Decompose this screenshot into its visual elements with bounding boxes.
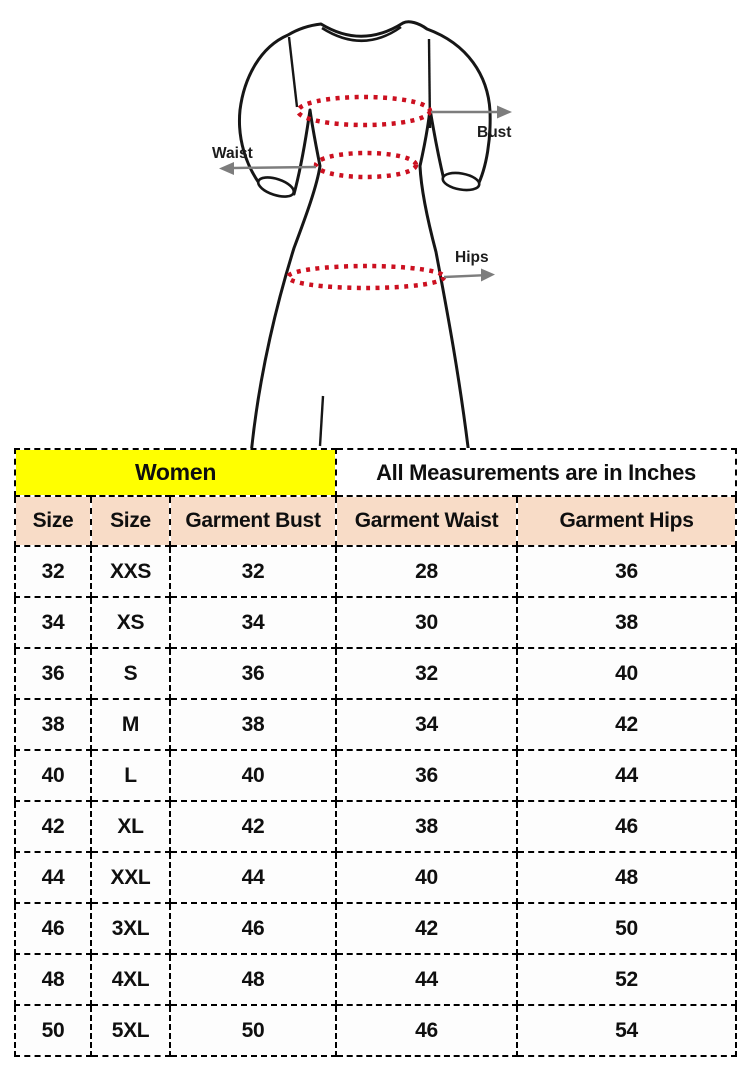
waist-arrow: [219, 162, 317, 175]
table-cell: 32: [335, 647, 519, 700]
table-cell: 42: [168, 800, 338, 853]
skirt-slit-line: [318, 395, 325, 447]
table-row: 44 XXL 44 40 48: [14, 851, 738, 904]
table-cell: 44: [335, 953, 519, 1006]
table-cell: 34: [168, 596, 338, 649]
table-cell: 38: [168, 698, 338, 751]
column-header-size-letter: Size: [90, 495, 171, 547]
table-cell: 48: [14, 953, 92, 1006]
column-header-garment-waist: Garment Waist: [335, 495, 519, 547]
column-header-garment-bust: Garment Bust: [168, 495, 338, 547]
dress-outline: [237, 20, 492, 448]
neckline-inner-line: [321, 25, 402, 43]
left-cuff: [256, 176, 296, 198]
table-cell: XXS: [90, 545, 171, 598]
table-row: 48 4XL 48 44 52: [14, 953, 738, 1006]
table-cell: 40: [335, 851, 519, 904]
table-row: 34 XS 34 30 38: [14, 596, 738, 649]
waist-label: Waist: [212, 145, 253, 162]
table-cell: S: [90, 647, 171, 700]
hips-arrow: [443, 268, 495, 282]
table-cell: 40: [516, 647, 738, 700]
table-cell: 50: [516, 902, 738, 955]
size-chart-table: Women All Measurements are in Inches Siz…: [13, 448, 738, 1057]
table-cell: 46: [168, 902, 338, 955]
table-cell: 40: [168, 749, 338, 802]
table-cell: L: [90, 749, 171, 802]
table-cell: 34: [335, 698, 519, 751]
table-row: 40 L 40 36 44: [14, 749, 738, 802]
table-cell: 36: [14, 647, 92, 700]
table-cell: 42: [516, 698, 738, 751]
right-cuff: [441, 171, 481, 192]
table-cell: 38: [516, 596, 738, 649]
table-row: 38 M 38 34 42: [14, 698, 738, 751]
table-cell: 46: [335, 1004, 519, 1057]
table-cell: 44: [516, 749, 738, 802]
table-cell: 32: [168, 545, 338, 598]
women-header-cell: Women: [13, 448, 338, 497]
units-header-cell: All Measurements are in Inches: [335, 448, 738, 497]
table-cell: 44: [168, 851, 338, 904]
size-table-body: 32 XXS 32 28 36 34 XS 34 30 38 36 S 36 32 40 38 M 38 34 42 4…: [14, 545, 738, 1057]
table-row: 50 5XL 50 46 54: [14, 1004, 738, 1057]
dress-measurement-diagram: Bust Waist Hips: [212, 20, 512, 448]
group-header-row: Women All Measurements are in Inches: [13, 448, 738, 497]
table-cell: 36: [516, 545, 738, 598]
table-cell: 38: [14, 698, 92, 751]
table-cell: 40: [14, 749, 92, 802]
column-header-garment-hips: Garment Hips: [516, 495, 738, 547]
table-cell: XS: [90, 596, 171, 649]
left-sleeve-seam: [287, 36, 299, 108]
table-cell: 48: [168, 953, 338, 1006]
waist-measure-ellipse: [313, 150, 419, 180]
table-cell: 52: [516, 953, 738, 1006]
table-row: 32 XXS 32 28 36: [14, 545, 738, 598]
table-cell: 38: [335, 800, 519, 853]
table-cell: XL: [90, 800, 171, 853]
table-cell: 36: [335, 749, 519, 802]
table-cell: 44: [14, 851, 92, 904]
column-header-size-number: Size: [14, 495, 92, 547]
table-cell: 54: [516, 1004, 738, 1057]
table-cell: 50: [168, 1004, 338, 1057]
table-cell: 42: [14, 800, 92, 853]
hips-label: Hips: [455, 249, 489, 266]
table-cell: 28: [335, 545, 519, 598]
table-cell: 5XL: [90, 1004, 171, 1057]
bust-measure-ellipse: [295, 94, 433, 128]
table-row: 36 S 36 32 40: [14, 647, 738, 700]
table-row: 42 XL 42 38 46: [14, 800, 738, 853]
table-cell: 34: [14, 596, 92, 649]
table-row: 46 3XL 46 42 50: [14, 902, 738, 955]
table-cell: 30: [335, 596, 519, 649]
table-cell: XXL: [90, 851, 171, 904]
table-cell: 46: [14, 902, 92, 955]
table-cell: 3XL: [90, 902, 171, 955]
table-cell: 36: [168, 647, 338, 700]
table-cell: M: [90, 698, 171, 751]
table-cell: 32: [14, 545, 92, 598]
bust-label: Bust: [477, 124, 511, 141]
table-cell: 42: [335, 902, 519, 955]
table-cell: 50: [14, 1004, 92, 1057]
table-cell: 4XL: [90, 953, 171, 1006]
table-cell: 48: [516, 851, 738, 904]
bust-arrow: [431, 105, 512, 119]
table-cell: 46: [516, 800, 738, 853]
column-header-row: Size Size Garment Bust Garment Waist Gar…: [14, 495, 738, 547]
